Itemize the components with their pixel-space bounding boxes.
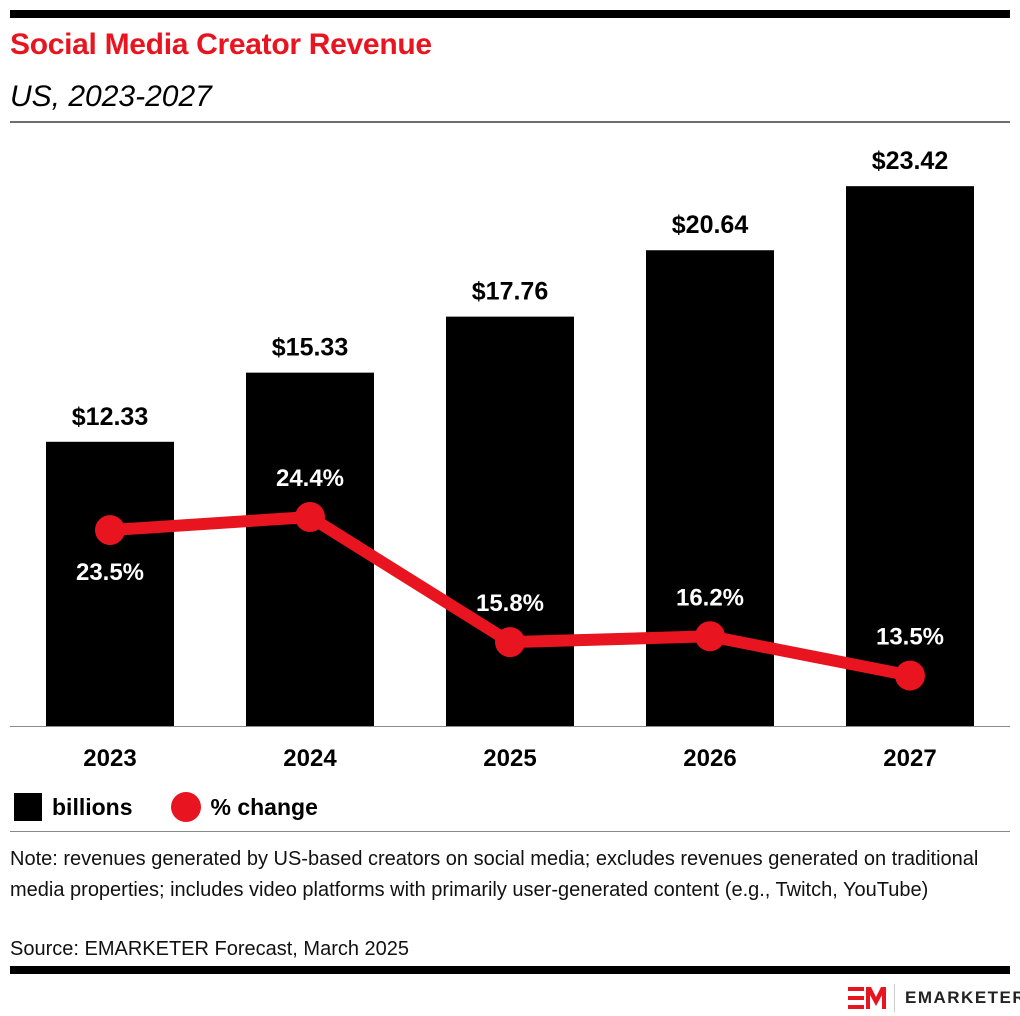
footer-divider [10, 831, 1010, 832]
bar-value-label: $23.42 [872, 147, 948, 175]
x-tick-label: 2027 [883, 745, 936, 772]
legend-line-label: % change [210, 793, 318, 820]
em-logo-icon [848, 987, 886, 1009]
point-2027 [895, 660, 925, 691]
footnote: Note: revenues generated by US-based cre… [10, 848, 979, 901]
bottom-border [10, 966, 1010, 974]
bar-2025 [446, 316, 574, 726]
chart-plot: $12.33 2023 $15.33 2024 $17.76 2025 $20.64 2026… [10, 147, 1010, 772]
logo-separator [894, 984, 895, 1012]
header-divider [10, 121, 1010, 123]
point-2024 [295, 501, 325, 532]
source-text: Source: EMARKETER Forecast, March 2025 [10, 938, 410, 960]
bar-value-label: $15.33 [272, 334, 348, 362]
point-2025 [495, 627, 525, 658]
point-2023 [95, 515, 125, 546]
x-tick-label: 2026 [683, 745, 736, 772]
line-value-label: 13.5% [876, 624, 944, 651]
bar-value-label: $20.64 [672, 211, 749, 239]
bar-value-label: $17.76 [472, 278, 548, 306]
line-value-label: 24.4% [276, 465, 344, 492]
top-border [10, 10, 1010, 18]
bar-2027 [846, 186, 974, 726]
brand-wordmark: EMARKETER [905, 988, 1020, 1007]
bar-2026 [646, 250, 774, 727]
chart-subtitle: US, 2023-2027 [10, 80, 212, 113]
line-value-label: 16.2% [676, 584, 744, 611]
x-tick-label: 2024 [283, 745, 337, 772]
x-tick-label: 2025 [483, 745, 536, 772]
emarketer-logo: EMARKETER [848, 984, 1020, 1012]
bar-value-label: $12.33 [72, 403, 148, 431]
legend-bar-label: billions [52, 793, 133, 820]
line-value-label: 23.5% [76, 559, 144, 586]
x-tick-label: 2023 [83, 745, 136, 772]
legend-bar-swatch [14, 793, 42, 821]
chart-title: Social Media Creator Revenue [10, 28, 432, 61]
line-value-label: 15.8% [476, 590, 544, 617]
legend: billions % change [14, 792, 318, 822]
legend-line-swatch [170, 792, 201, 822]
bar-2023 [46, 441, 174, 726]
point-2026 [695, 621, 725, 652]
